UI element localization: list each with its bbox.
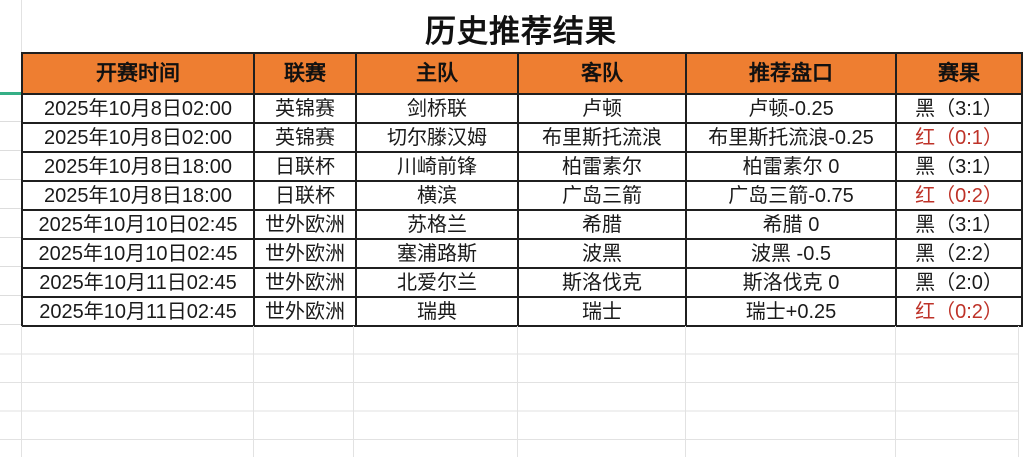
cell-handicap[interactable]: 柏雷素尔 0: [685, 151, 897, 182]
selection-indicator: [0, 92, 21, 95]
header-handicap[interactable]: 推荐盘口: [685, 52, 897, 95]
cell-away[interactable]: 波黑: [517, 238, 687, 269]
cell-home[interactable]: 苏格兰: [355, 209, 519, 240]
header-home-team[interactable]: 主队: [355, 52, 519, 95]
table-body: 2025年10月8日02:00 英锦赛 剑桥联 卢顿 卢顿-0.25 黑（3:1） 2025…: [21, 93, 1023, 327]
cell-result[interactable]: 红（0:2）: [895, 180, 1023, 211]
cell-result[interactable]: 红（0:1）: [895, 122, 1023, 153]
cell-away[interactable]: 广岛三箭: [517, 180, 687, 211]
table-row: 2025年10月8日02:00 英锦赛 切尔滕汉姆 布里斯托流浪 布里斯托流浪-0.25…: [21, 122, 1023, 153]
cell-result[interactable]: 黑（3:1）: [895, 209, 1023, 240]
cell-handicap[interactable]: 斯洛伐克 0: [685, 267, 897, 298]
cell-home[interactable]: 横滨: [355, 180, 519, 211]
cell-handicap[interactable]: 波黑 -0.5: [685, 238, 897, 269]
cell-handicap[interactable]: 布里斯托流浪-0.25: [685, 122, 897, 153]
table-row: 2025年10月8日02:00 英锦赛 剑桥联 卢顿 卢顿-0.25 黑（3:1）: [21, 93, 1023, 124]
header-league[interactable]: 联赛: [253, 52, 357, 95]
header-result[interactable]: 赛果: [895, 52, 1023, 95]
page-title: 历史推荐结果: [425, 14, 617, 49]
header-start-time[interactable]: 开赛时间: [21, 52, 255, 95]
cell-away[interactable]: 斯洛伐克: [517, 267, 687, 298]
grid-vline: [21, 326, 22, 457]
header-away-team[interactable]: 客队: [517, 52, 687, 95]
cell-time[interactable]: 2025年10月10日02:45: [21, 209, 255, 240]
cell-home[interactable]: 剑桥联: [355, 93, 519, 124]
cell-home[interactable]: 川崎前锋: [355, 151, 519, 182]
grid-vline: [253, 326, 254, 457]
cell-away[interactable]: 希腊: [517, 209, 687, 240]
cell-away[interactable]: 卢顿: [517, 93, 687, 124]
row-header-edge-line: [21, 0, 22, 52]
table-row: 2025年10月8日18:00 日联杯 横滨 广岛三箭 广岛三箭-0.75 红（0:2）: [21, 180, 1023, 211]
cell-handicap[interactable]: 广岛三箭-0.75: [685, 180, 897, 211]
cell-result[interactable]: 黑（2:0）: [895, 267, 1023, 298]
results-table: 开赛时间 联赛 主队 客队 推荐盘口 赛果 2025年10月8日02:00 英锦赛…: [21, 52, 1023, 327]
cell-result[interactable]: 黑（3:1）: [895, 151, 1023, 182]
cell-league[interactable]: 世外欧洲: [253, 238, 357, 269]
empty-grid-rows: [0, 326, 1019, 457]
cell-home[interactable]: 瑞典: [355, 296, 519, 327]
grid-vline: [895, 326, 896, 457]
cell-result[interactable]: 黑（3:1）: [895, 93, 1023, 124]
cell-league[interactable]: 日联杯: [253, 180, 357, 211]
cell-handicap[interactable]: 希腊 0: [685, 209, 897, 240]
cell-away[interactable]: 柏雷素尔: [517, 151, 687, 182]
cell-handicap[interactable]: 卢顿-0.25: [685, 93, 897, 124]
table-row: 2025年10月10日02:45 世外欧洲 苏格兰 希腊 希腊 0 黑（3:1）: [21, 209, 1023, 240]
cell-time[interactable]: 2025年10月8日18:00: [21, 151, 255, 182]
cell-league[interactable]: 世外欧洲: [253, 267, 357, 298]
cell-time[interactable]: 2025年10月11日02:45: [21, 296, 255, 327]
row-header-strip: [0, 93, 21, 325]
cell-away[interactable]: 瑞士: [517, 296, 687, 327]
cell-time[interactable]: 2025年10月8日02:00: [21, 122, 255, 153]
cell-league[interactable]: 世外欧洲: [253, 296, 357, 327]
cell-result[interactable]: 黑（2:2）: [895, 238, 1023, 269]
grid-vline: [517, 326, 518, 457]
cell-time[interactable]: 2025年10月10日02:45: [21, 238, 255, 269]
cell-league[interactable]: 世外欧洲: [253, 209, 357, 240]
table-row: 2025年10月11日02:45 世外欧洲 瑞典 瑞士 瑞士+0.25 红（0:2）: [21, 296, 1023, 327]
cell-time[interactable]: 2025年10月11日02:45: [21, 267, 255, 298]
cell-league[interactable]: 英锦赛: [253, 122, 357, 153]
table-row: 2025年10月10日02:45 世外欧洲 塞浦路斯 波黑 波黑 -0.5 黑（2:2）: [21, 238, 1023, 269]
table-header: 开赛时间 联赛 主队 客队 推荐盘口 赛果: [21, 52, 1023, 95]
cell-time[interactable]: 2025年10月8日18:00: [21, 180, 255, 211]
grid-vline: [685, 326, 686, 457]
cell-time[interactable]: 2025年10月8日02:00: [21, 93, 255, 124]
cell-home[interactable]: 切尔滕汉姆: [355, 122, 519, 153]
cell-league[interactable]: 日联杯: [253, 151, 357, 182]
cell-league[interactable]: 英锦赛: [253, 93, 357, 124]
grid-vline: [353, 326, 354, 457]
header-row: 开赛时间 联赛 主队 客队 推荐盘口 赛果: [21, 52, 1023, 95]
table-row: 2025年10月8日18:00 日联杯 川崎前锋 柏雷素尔 柏雷素尔 0 黑（3:1）: [21, 151, 1023, 182]
cell-handicap[interactable]: 瑞士+0.25: [685, 296, 897, 327]
cell-away[interactable]: 布里斯托流浪: [517, 122, 687, 153]
cell-home[interactable]: 塞浦路斯: [355, 238, 519, 269]
cell-result[interactable]: 红（0:2）: [895, 296, 1023, 327]
grid-vline: [1018, 326, 1019, 457]
cell-home[interactable]: 北爱尔兰: [355, 267, 519, 298]
table-row: 2025年10月11日02:45 世外欧洲 北爱尔兰 斯洛伐克 斯洛伐克 0 黑（2:0）: [21, 267, 1023, 298]
